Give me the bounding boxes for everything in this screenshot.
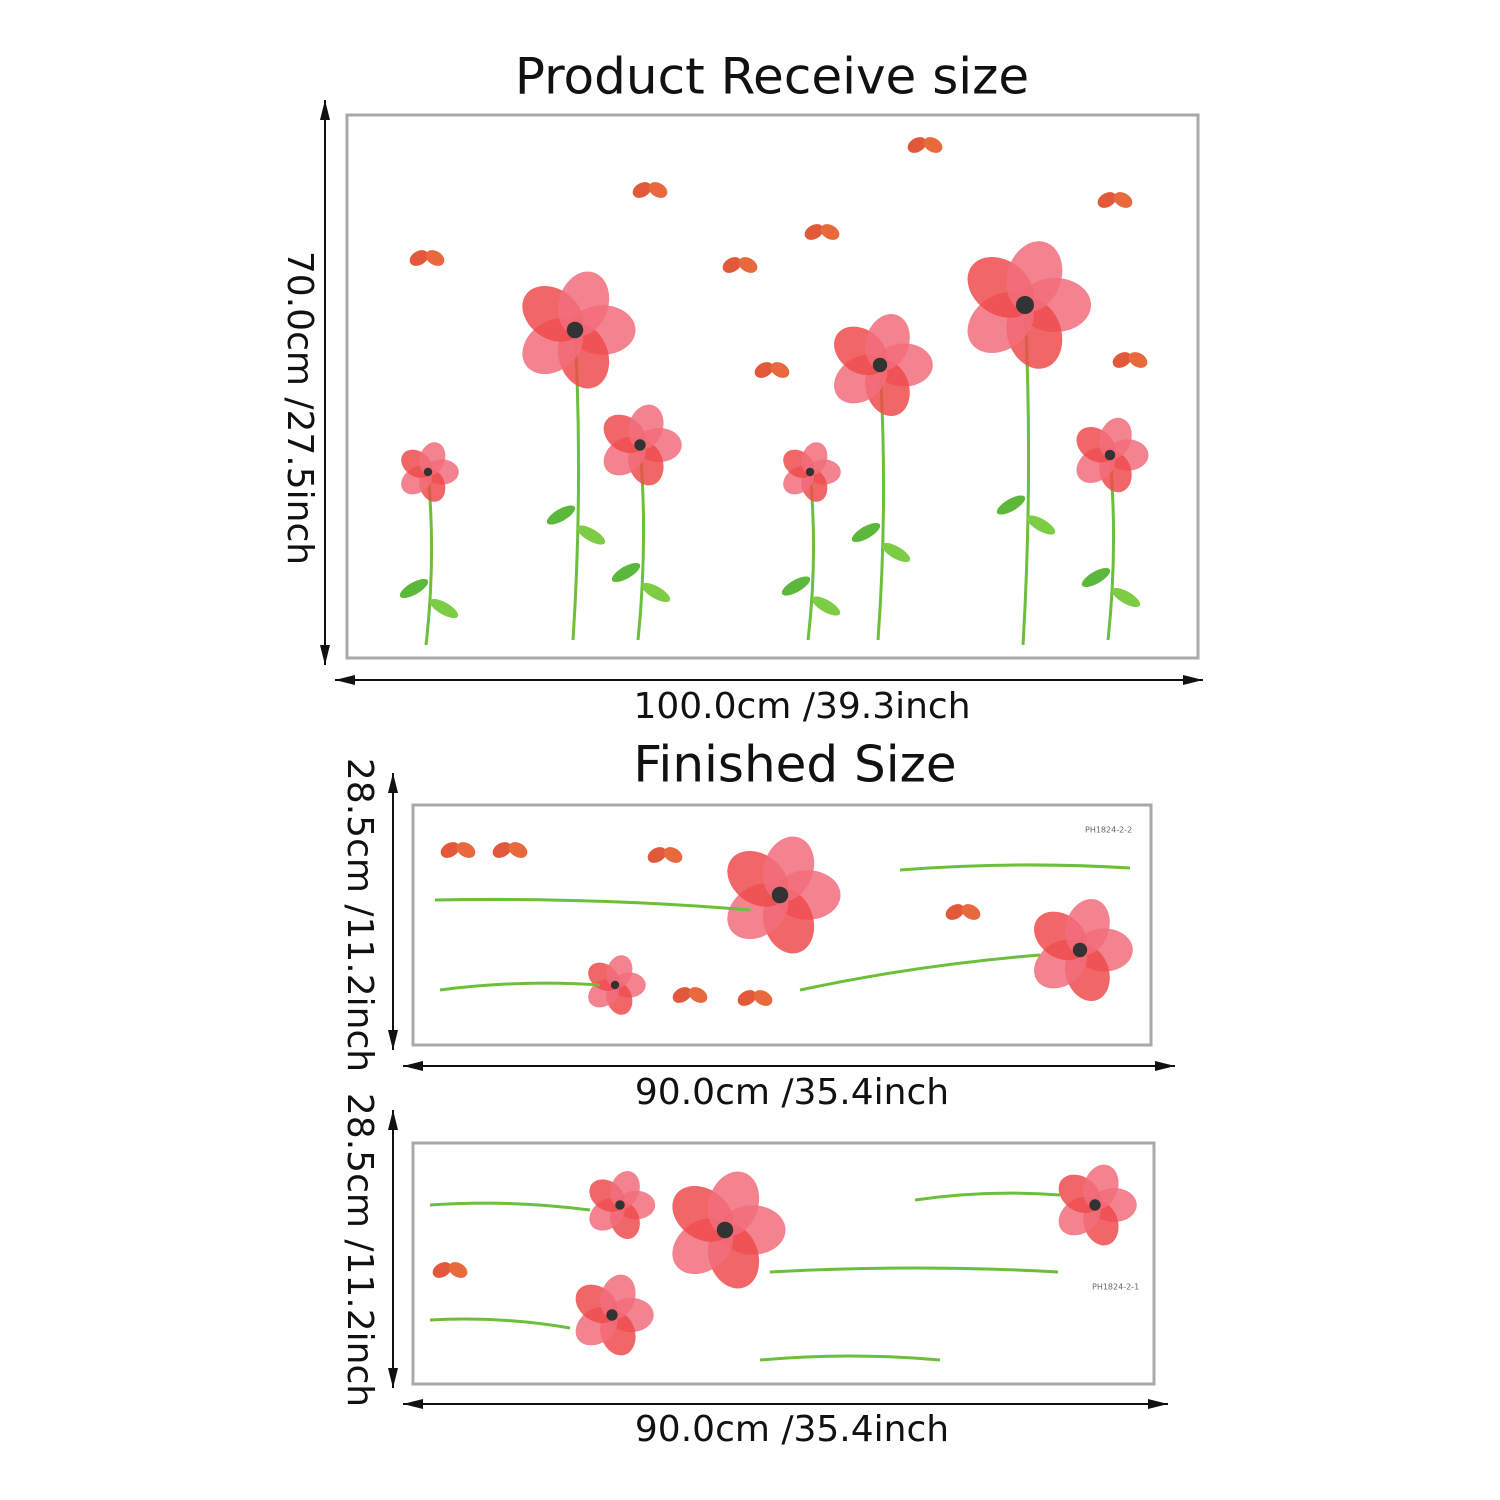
petal bbox=[1083, 1164, 1119, 1210]
leaf bbox=[996, 495, 1026, 515]
wing bbox=[448, 1262, 468, 1278]
artwork bbox=[399, 137, 1149, 1362]
wing bbox=[456, 842, 476, 858]
leaf bbox=[811, 596, 841, 616]
leaf bbox=[1081, 567, 1111, 588]
petal bbox=[865, 313, 910, 371]
wing bbox=[754, 362, 774, 378]
center bbox=[872, 357, 888, 373]
wing bbox=[770, 362, 790, 378]
center bbox=[1104, 449, 1116, 461]
wing bbox=[632, 182, 652, 198]
leaf bbox=[781, 576, 811, 596]
wing bbox=[492, 842, 512, 858]
stem bbox=[429, 1201, 591, 1212]
wing bbox=[440, 842, 460, 858]
wing bbox=[907, 137, 927, 153]
wing bbox=[1113, 192, 1133, 208]
leaf bbox=[576, 525, 606, 545]
center bbox=[566, 321, 584, 339]
center bbox=[805, 467, 815, 477]
petal bbox=[557, 271, 610, 337]
leaf bbox=[881, 542, 911, 563]
leaf bbox=[1026, 515, 1056, 535]
center bbox=[1072, 942, 1088, 958]
wing bbox=[1128, 352, 1148, 368]
wing bbox=[663, 847, 683, 863]
center bbox=[610, 980, 620, 990]
wing bbox=[672, 987, 692, 1003]
center bbox=[1016, 296, 1034, 314]
sheet-code: PH1824-2-2 bbox=[1085, 826, 1132, 835]
height-label: 28.5cm /11.2inch bbox=[339, 1093, 380, 1407]
stem bbox=[769, 1266, 1059, 1274]
wing bbox=[409, 250, 429, 266]
petal bbox=[707, 1171, 760, 1237]
petal bbox=[606, 955, 633, 989]
wing bbox=[737, 990, 757, 1006]
wing bbox=[923, 137, 943, 153]
leaf bbox=[611, 562, 641, 583]
wing bbox=[945, 904, 965, 920]
center bbox=[423, 467, 433, 477]
sheet-box bbox=[411, 1141, 1156, 1386]
wing bbox=[820, 224, 840, 240]
petal bbox=[1099, 417, 1132, 459]
petal bbox=[610, 1170, 640, 1209]
petal bbox=[801, 442, 828, 476]
wing bbox=[508, 842, 528, 858]
wing bbox=[722, 257, 742, 273]
wing bbox=[961, 904, 981, 920]
wing bbox=[688, 987, 708, 1003]
wing bbox=[425, 250, 445, 266]
wing bbox=[753, 990, 773, 1006]
wing bbox=[738, 257, 758, 273]
height-label: 28.5cm /11.2inch bbox=[339, 758, 380, 1072]
center bbox=[615, 1200, 625, 1210]
center bbox=[634, 439, 646, 451]
leaf bbox=[546, 505, 576, 525]
leaf bbox=[641, 582, 671, 603]
wing bbox=[432, 1262, 452, 1278]
wing bbox=[1097, 192, 1117, 208]
stem bbox=[439, 981, 601, 992]
leaf bbox=[1111, 587, 1141, 608]
center bbox=[716, 1221, 734, 1239]
petal bbox=[600, 1274, 636, 1320]
wing bbox=[648, 182, 668, 198]
stem bbox=[759, 1354, 941, 1362]
center bbox=[771, 886, 789, 904]
width-label: 90.0cm /35.4inch bbox=[635, 1072, 949, 1113]
receive-box bbox=[345, 113, 1200, 660]
leaf bbox=[399, 578, 429, 599]
sheet-code: PH1824-2-1 bbox=[1092, 1283, 1139, 1292]
finished-title: Finished Size bbox=[633, 736, 956, 794]
stem bbox=[899, 863, 1131, 872]
width-label: 90.0cm /35.4inch bbox=[635, 1409, 949, 1450]
leaf bbox=[851, 522, 881, 543]
stem bbox=[914, 1191, 1061, 1202]
center bbox=[1089, 1199, 1101, 1211]
petal bbox=[628, 404, 664, 450]
petal bbox=[419, 442, 446, 476]
wing bbox=[1112, 352, 1132, 368]
petal bbox=[762, 836, 815, 902]
wing bbox=[647, 847, 667, 863]
center bbox=[606, 1309, 618, 1321]
petal bbox=[1065, 898, 1110, 956]
stem bbox=[429, 1317, 571, 1330]
wing bbox=[804, 224, 824, 240]
stem bbox=[799, 953, 1041, 992]
stem bbox=[434, 897, 751, 912]
title: Product Receive size bbox=[515, 48, 1029, 106]
height-label: 70.0cm /27.5inch bbox=[279, 251, 320, 565]
leaf bbox=[429, 598, 459, 619]
width-label: 100.0cm /39.3inch bbox=[633, 686, 970, 727]
petal bbox=[1006, 241, 1063, 312]
